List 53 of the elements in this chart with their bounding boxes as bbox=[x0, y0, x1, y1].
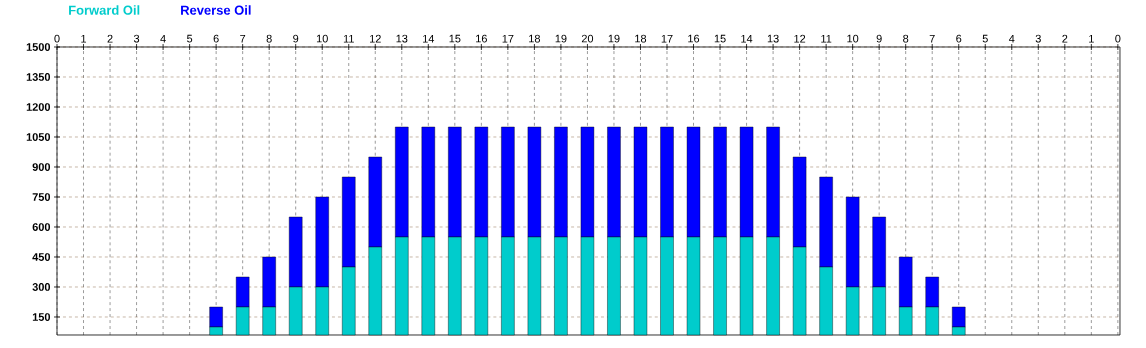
x-tick-label: 9 bbox=[293, 34, 299, 43]
x-tick-label: 18 bbox=[529, 34, 540, 43]
y-tick-label: 300 bbox=[32, 283, 51, 291]
x-tick-label: 13 bbox=[396, 34, 408, 43]
x-tick-label: 20 bbox=[581, 34, 594, 43]
x-tick-label: 10 bbox=[847, 34, 859, 43]
y-tick-label: 150 bbox=[32, 313, 51, 321]
x-tick-label: 2 bbox=[1062, 34, 1068, 43]
y-tick-label: 450 bbox=[32, 253, 51, 261]
x-tick-label: 7 bbox=[929, 34, 935, 43]
text: Forward Oil bbox=[69, 5, 140, 15]
y-tick-label: 750 bbox=[32, 193, 51, 201]
x-tick-label: 19 bbox=[608, 34, 620, 43]
x-tick-label: 11 bbox=[821, 34, 832, 43]
x-tick-label: 3 bbox=[1035, 34, 1041, 43]
x-tick-label: 7 bbox=[240, 34, 246, 43]
x-tick-label: 17 bbox=[661, 34, 673, 43]
y-tick-label: 1050 bbox=[26, 133, 51, 141]
x-tick-label: 8 bbox=[903, 34, 909, 43]
text: Reverse Oil bbox=[181, 5, 251, 15]
x-tick-label: 17 bbox=[502, 34, 514, 43]
y-tick-label: 1350 bbox=[26, 73, 51, 81]
x-tick-label: 5 bbox=[982, 34, 988, 43]
x-tick-label: 14 bbox=[423, 34, 435, 43]
x-tick-label: 18 bbox=[635, 34, 647, 43]
x-tick-label: 19 bbox=[555, 34, 567, 43]
x-tick-label: 16 bbox=[688, 34, 700, 43]
y-tick-label: 900 bbox=[32, 163, 51, 171]
x-tick-label: 15 bbox=[449, 34, 461, 43]
x-tick-label: 12 bbox=[794, 34, 806, 43]
x-tick-label: 5 bbox=[187, 34, 193, 43]
x-tick-label: 1 bbox=[81, 34, 87, 43]
x-tick-label: 2 bbox=[107, 34, 113, 43]
y-tick-label: 1500 bbox=[26, 43, 51, 51]
x-tick-label: 4 bbox=[160, 34, 166, 43]
x-tick-label: 10 bbox=[316, 34, 328, 43]
x-tick-label: 16 bbox=[476, 34, 487, 43]
x-tick-label: 12 bbox=[370, 34, 381, 43]
x-tick-label: 3 bbox=[133, 34, 140, 43]
x-tick-label: 14 bbox=[741, 34, 753, 43]
x-tick-label: 15 bbox=[714, 34, 726, 43]
x-tick-label: 9 bbox=[876, 34, 882, 43]
y-tick-label: 1200 bbox=[26, 103, 51, 111]
x-tick-label: 0 bbox=[54, 34, 60, 43]
x-tick-label: 13 bbox=[767, 34, 779, 43]
x-tick-label: 4 bbox=[1008, 34, 1015, 43]
x-tick-label: 0 bbox=[1115, 34, 1121, 43]
x-tick-label: 8 bbox=[266, 34, 272, 43]
x-tick-label: 11 bbox=[343, 34, 354, 43]
x-tick-label: 1 bbox=[1089, 34, 1094, 43]
x-tick-label: 6 bbox=[213, 34, 219, 43]
x-tick-label: 6 bbox=[956, 34, 962, 43]
y-tick-label: 600 bbox=[32, 223, 51, 231]
